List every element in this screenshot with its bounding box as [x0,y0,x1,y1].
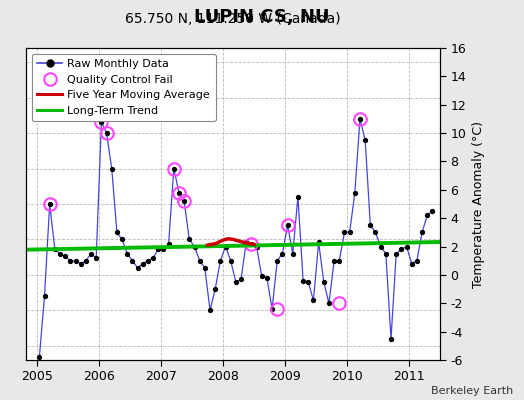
Text: LUPIN CS, NU: LUPIN CS, NU [194,8,330,26]
Legend: Raw Monthly Data, Quality Control Fail, Five Year Moving Average, Long-Term Tren: Raw Monthly Data, Quality Control Fail, … [32,54,215,121]
Title: 65.750 N, 111.250 W (Canada): 65.750 N, 111.250 W (Canada) [125,12,341,26]
Text: Berkeley Earth: Berkeley Earth [431,386,514,396]
Y-axis label: Temperature Anomaly (°C): Temperature Anomaly (°C) [472,120,485,288]
